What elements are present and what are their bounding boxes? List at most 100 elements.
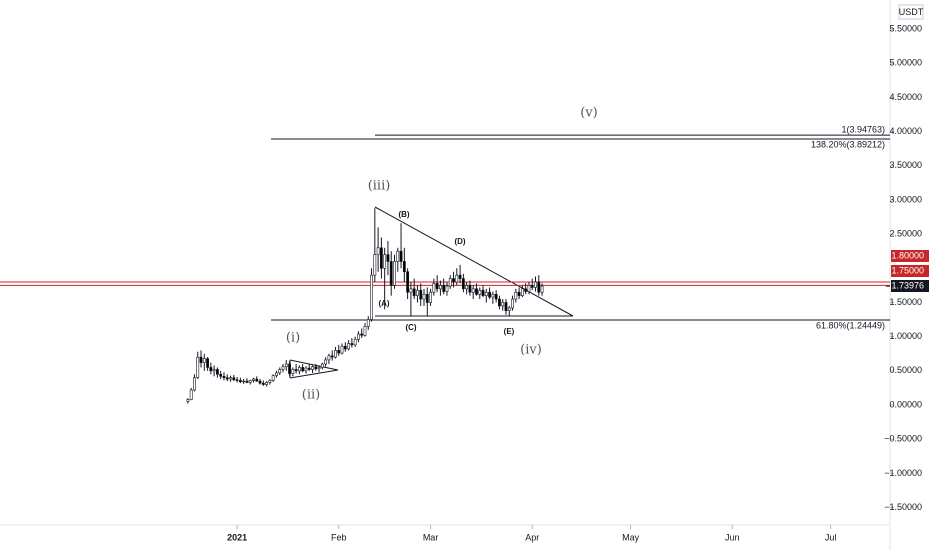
candle-body — [389, 261, 393, 286]
candle — [494, 290, 498, 303]
candle — [507, 305, 511, 317]
candle — [393, 254, 396, 289]
candle — [360, 328, 364, 339]
candle — [488, 287, 491, 300]
candle — [501, 299, 505, 311]
candle — [386, 240, 390, 276]
x-tick-label: Jul — [825, 532, 837, 542]
small-triangle-upper — [289, 359, 339, 371]
candle — [429, 288, 432, 306]
wave-label: (i) — [286, 331, 300, 346]
candle-body — [406, 271, 410, 293]
candle — [317, 365, 321, 373]
candle — [199, 350, 203, 368]
candle-body — [455, 274, 459, 283]
candle — [324, 357, 328, 367]
candle — [212, 365, 216, 377]
candle — [379, 237, 383, 279]
candle-body — [275, 372, 278, 376]
candle-body — [255, 378, 259, 382]
candle — [448, 275, 452, 289]
candle-body — [520, 288, 524, 296]
y-tick-label: 1.00000 — [889, 331, 922, 341]
candle — [235, 377, 239, 383]
fib-label: 1(3.94763) — [841, 125, 885, 135]
candle-body — [491, 293, 495, 298]
y-tick-label: 4.00000 — [889, 126, 922, 136]
wave-label: (iii) — [368, 179, 391, 194]
candle — [350, 338, 354, 348]
candle-body — [370, 274, 373, 320]
y-tick-label: 4.50000 — [889, 92, 922, 102]
candle-body — [511, 298, 514, 309]
candle — [461, 273, 465, 293]
candle-body — [297, 367, 301, 372]
candle-body — [340, 345, 344, 354]
candle-body — [379, 247, 383, 269]
candle-body — [537, 281, 541, 293]
candle — [255, 376, 259, 382]
candle — [307, 364, 311, 371]
small-triangle-lower — [289, 369, 339, 379]
wave-label: (v) — [580, 106, 598, 121]
candle — [419, 283, 423, 306]
price-box — [891, 250, 929, 262]
candle-body — [311, 366, 314, 370]
candle — [189, 387, 193, 401]
candle-body — [425, 293, 429, 303]
candle — [416, 285, 419, 303]
y-tick-label: −1.50000 — [884, 502, 922, 512]
candle-body — [524, 288, 528, 292]
candle-body — [363, 326, 367, 336]
candle-body — [271, 375, 275, 381]
candle-body — [527, 285, 531, 292]
candle-body — [245, 380, 249, 383]
candle-body — [307, 367, 311, 370]
x-tick-label: May — [622, 532, 640, 542]
y-tick-label: 5.50000 — [889, 23, 922, 33]
candle-body — [468, 285, 472, 293]
candle-body — [327, 355, 331, 361]
candle-body — [357, 333, 360, 340]
candle-body — [350, 343, 354, 346]
candle-body — [383, 254, 387, 269]
candle-body — [202, 358, 206, 363]
y-tick-label: 5.00000 — [889, 58, 922, 68]
candle-body — [360, 333, 364, 336]
candle — [202, 353, 206, 371]
candle — [484, 288, 488, 303]
y-tick-label: 3.00000 — [889, 194, 922, 204]
candle — [540, 283, 544, 296]
wave-label: (ii) — [302, 388, 320, 403]
candle — [406, 268, 410, 300]
y-tick-label: −0.50000 — [884, 434, 922, 444]
candle-body — [235, 379, 239, 381]
wave-label: (E) — [504, 327, 515, 336]
candle-body — [514, 291, 518, 300]
y-tick-label: 3.50000 — [889, 160, 922, 170]
candle — [376, 227, 380, 272]
candle — [268, 379, 272, 385]
candle — [537, 275, 541, 296]
candle-body — [337, 350, 341, 354]
candle — [238, 377, 242, 384]
candle — [301, 364, 305, 373]
candle — [284, 359, 288, 371]
candle — [458, 264, 462, 284]
candle — [297, 365, 301, 375]
candle-body — [540, 285, 544, 293]
candle-body — [265, 382, 269, 385]
candle-body — [334, 350, 337, 358]
candle-body — [501, 302, 505, 307]
candle-body — [419, 289, 423, 300]
candle-body — [284, 363, 288, 368]
candle — [511, 295, 514, 311]
candle-body — [445, 285, 449, 292]
candle-body — [435, 283, 439, 290]
y-tick-label: 0.50000 — [889, 365, 922, 375]
x-tick-label: 2021 — [227, 532, 247, 542]
candle-body — [288, 363, 291, 374]
candle — [225, 374, 229, 382]
candle — [524, 283, 528, 295]
